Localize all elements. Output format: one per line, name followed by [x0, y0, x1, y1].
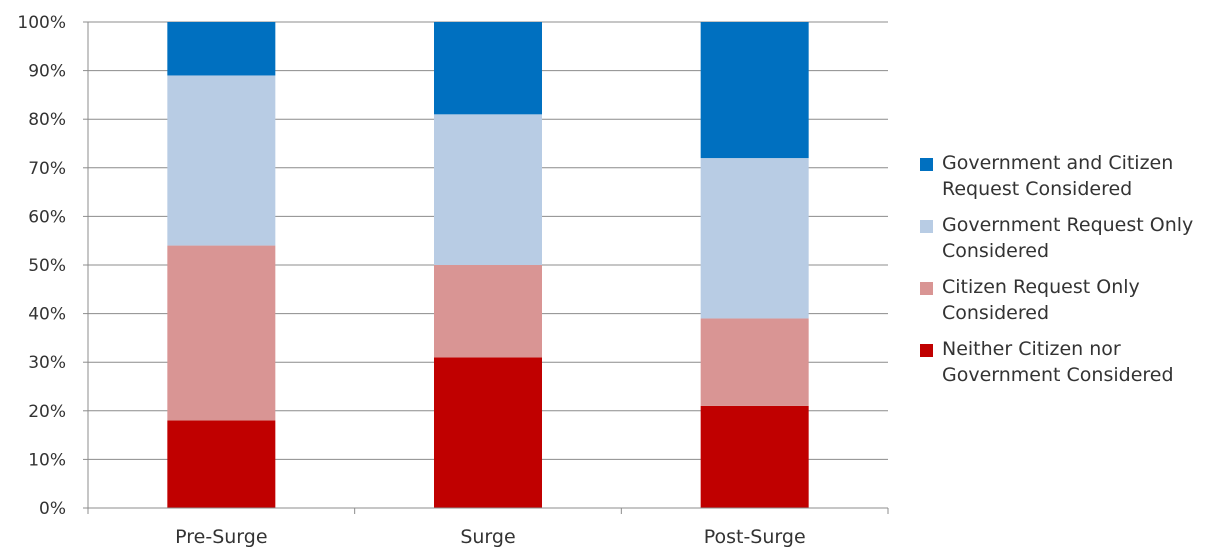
legend-swatch	[920, 344, 933, 357]
y-tick-label: 30%	[28, 353, 66, 373]
bar-segment	[700, 22, 809, 159]
legend-label: Government Request Only Considered	[942, 214, 1194, 262]
y-tick-label: 90%	[28, 62, 66, 82]
bar-segment	[700, 405, 809, 508]
x-category-label: Surge	[460, 526, 515, 548]
y-tick-label: 100%	[17, 13, 66, 33]
y-tick-label: 70%	[28, 159, 66, 179]
bar-segment	[167, 22, 276, 76]
y-tick-label: 0%	[39, 499, 66, 519]
legend-swatch	[920, 282, 933, 295]
bar-segment	[434, 114, 542, 265]
stacked-bar-chart: 0% 10% 20% 30% 40% 50% 60% 70% 80% 90% 100% Pre-Su…	[17, 13, 889, 548]
bar-segment	[167, 75, 276, 246]
bar-segment	[167, 420, 276, 508]
y-tick-label: 40%	[28, 305, 66, 325]
bars	[167, 22, 809, 508]
bar-segment	[434, 22, 542, 115]
x-axis: Pre-Surge Surge Post-Surge	[87, 507, 889, 548]
y-axis: 0% 10% 20% 30% 40% 50% 60% 70% 80% 90% 100%	[17, 13, 89, 519]
bar-segment	[434, 265, 542, 358]
y-tick-label: 50%	[28, 256, 66, 276]
legend-item-gov-only: Government Request Only Considered	[920, 212, 1210, 264]
x-category-label: Post-Surge	[704, 526, 806, 548]
legend-item-gov-and-citizen: Government and Citizen Request Considere…	[920, 150, 1210, 202]
legend: Government and Citizen Request Considere…	[920, 150, 1210, 398]
y-tick-label: 60%	[28, 207, 66, 227]
legend-label: Citizen Request Only Considered	[942, 276, 1140, 324]
legend-swatch	[920, 220, 933, 233]
legend-item-neither: Neither Citizen nor Government Considere…	[920, 336, 1210, 388]
bar-segment	[167, 245, 276, 421]
y-tick-label: 20%	[28, 402, 66, 422]
bar-segment	[700, 158, 809, 319]
legend-swatch	[920, 158, 933, 171]
legend-label: Government and Citizen Request Considere…	[942, 152, 1174, 200]
y-tick-label: 10%	[28, 450, 66, 470]
bar-segment	[700, 318, 809, 406]
legend-label: Neither Citizen nor Government Considere…	[942, 338, 1174, 386]
x-category-label: Pre-Surge	[175, 526, 267, 548]
y-tick-label: 80%	[28, 110, 66, 130]
bar-segment	[434, 357, 542, 508]
legend-item-citizen-only: Citizen Request Only Considered	[920, 274, 1210, 326]
